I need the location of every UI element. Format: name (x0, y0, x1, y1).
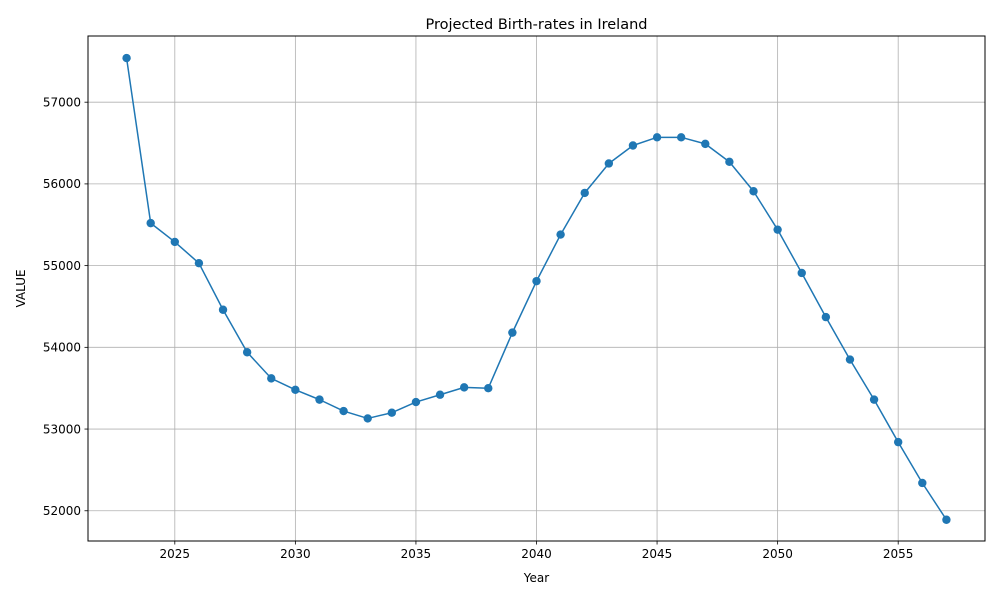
data-point (797, 268, 806, 278)
chart-title: Projected Birth-rates in Ireland (426, 17, 648, 33)
y-tick-label: 55000 (43, 259, 81, 273)
series-line (122, 53, 951, 524)
data-point (363, 414, 372, 423)
data-point (869, 395, 879, 404)
data-point (701, 139, 710, 149)
data-point (484, 383, 493, 393)
data-point (845, 355, 855, 364)
data-point (146, 218, 155, 228)
data-point (628, 141, 638, 150)
data-point (556, 230, 565, 239)
grid (88, 36, 985, 541)
y-tick-label: 53000 (43, 422, 81, 436)
x-tick-label: 2035 (401, 547, 432, 561)
data-point (749, 187, 758, 196)
x-tick-label: 2040 (521, 547, 552, 561)
data-point (942, 515, 951, 524)
data-point (580, 188, 589, 198)
plot-frame (87, 35, 986, 542)
x-tick-label: 2025 (160, 547, 191, 561)
data-point (532, 276, 541, 286)
data-point (676, 133, 686, 142)
data-point (242, 348, 252, 357)
x-tick-label: 2030 (280, 547, 311, 561)
data-point (918, 478, 927, 488)
x-tick-label: 2045 (642, 547, 673, 561)
x-tick-label: 2055 (883, 547, 914, 561)
y-axis-ticks: 52000 53000 54000 55000 56000 57000 (43, 95, 88, 518)
data-point (508, 328, 517, 337)
data-point (218, 305, 228, 314)
data-point (315, 395, 324, 404)
data-point (194, 258, 204, 268)
data-point (435, 390, 445, 399)
data-point (821, 312, 831, 322)
data-point (170, 237, 180, 247)
data-point (893, 437, 903, 447)
data-point (267, 374, 276, 383)
x-tick-label: 2050 (762, 547, 793, 561)
y-tick-label: 54000 (43, 341, 81, 355)
data-point (459, 383, 469, 392)
data-point (604, 159, 614, 168)
data-point (291, 385, 300, 395)
data-point (773, 225, 782, 234)
x-axis-ticks: 2025 2030 2035 2040 2045 2050 2055 (160, 541, 914, 561)
y-tick-label: 52000 (43, 504, 81, 518)
y-tick-label: 57000 (43, 95, 81, 109)
x-axis-label: Year (523, 571, 549, 585)
data-point (387, 408, 397, 417)
data-point (122, 53, 131, 63)
data-point (725, 157, 734, 167)
data-point (411, 397, 421, 407)
data-point (652, 133, 662, 142)
y-axis-label: VALUE (14, 269, 28, 307)
data-point (339, 406, 348, 416)
y-tick-label: 56000 (43, 177, 81, 191)
